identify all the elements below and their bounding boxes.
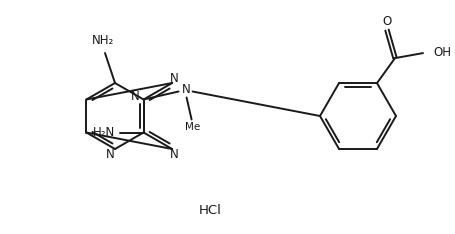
Text: N: N	[106, 147, 114, 161]
Text: NH₂: NH₂	[91, 34, 114, 48]
Text: N: N	[169, 72, 178, 84]
Text: N: N	[131, 90, 140, 103]
Text: Me: Me	[185, 123, 200, 132]
Text: O: O	[382, 15, 391, 28]
Text: OH: OH	[432, 46, 450, 58]
Text: HCl: HCl	[198, 204, 221, 217]
Text: N: N	[169, 147, 178, 161]
Text: H₂N: H₂N	[92, 126, 115, 139]
Text: N: N	[182, 83, 191, 96]
